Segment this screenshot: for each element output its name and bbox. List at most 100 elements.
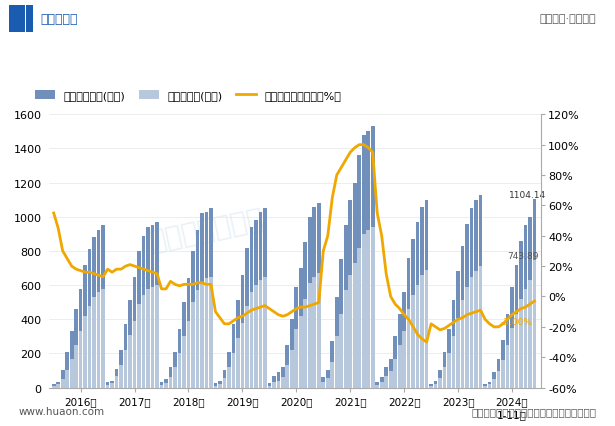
Bar [375,383,379,388]
Bar [416,222,419,388]
Bar [213,383,217,388]
Bar [263,277,267,388]
Bar [209,277,213,388]
Bar [178,354,181,388]
Bar [389,359,392,388]
Bar [227,367,231,388]
Bar [384,367,388,388]
Bar [26,6,33,33]
Bar [371,127,375,388]
Bar [205,279,208,388]
Bar [79,331,82,388]
Bar [299,316,303,388]
Bar [119,350,123,388]
Bar [353,263,357,388]
Bar [447,354,451,388]
Bar [232,325,236,388]
Bar [407,309,410,388]
Bar [322,383,325,388]
Bar [322,377,325,388]
Bar [362,135,365,388]
Bar [461,246,464,388]
Bar [129,301,132,388]
Bar [411,239,415,388]
Bar [470,277,474,388]
Bar [429,386,433,388]
Bar [303,243,307,388]
Bar [501,340,505,388]
Bar [497,359,501,388]
Bar [92,297,96,388]
Bar [191,302,195,388]
Bar [236,338,240,388]
Bar [57,384,60,388]
Bar [434,384,437,388]
Bar [317,273,320,388]
Bar [295,287,298,388]
Bar [200,282,204,388]
Bar [308,217,312,388]
Bar [425,200,429,388]
Bar [52,384,55,388]
Bar [250,227,253,388]
Bar [65,352,69,388]
Bar [169,377,172,388]
Bar [88,306,92,388]
Bar [443,352,446,388]
Bar [285,366,289,388]
Bar [483,384,487,388]
Bar [277,381,280,388]
Bar [474,272,478,388]
Bar [438,378,442,388]
Bar [164,379,168,388]
Bar [83,265,87,388]
Bar [92,238,96,388]
Bar [456,318,460,388]
Bar [146,227,150,388]
Bar [200,214,204,388]
Bar [452,337,456,388]
Text: 专业严谨·客观科学: 专业严谨·客观科学 [540,14,597,24]
Bar [312,207,316,388]
Bar [124,350,127,388]
Text: 数据来源：国家统计局，华经产业研究院整理: 数据来源：国家统计局，华经产业研究院整理 [472,406,597,416]
Bar [425,270,429,388]
Bar [101,226,105,388]
Bar [164,383,168,388]
Bar [186,321,190,388]
Bar [510,328,514,388]
Bar [357,156,361,388]
Bar [250,292,253,388]
Bar [434,381,437,388]
Bar [285,345,289,388]
Bar [533,199,536,388]
Bar [339,260,343,388]
Bar [465,287,469,388]
Bar [447,330,451,388]
Bar [236,301,240,388]
Bar [474,200,478,388]
Bar [258,280,262,388]
Text: 华经产业研究院: 华经产业研究院 [147,204,266,255]
Bar [160,383,164,388]
Bar [151,287,154,388]
Bar [254,221,258,388]
Bar [173,352,177,388]
Bar [380,377,384,388]
Bar [317,204,320,388]
Bar [349,275,352,388]
Bar [155,285,159,388]
Bar [303,299,307,388]
Bar [353,183,357,388]
Bar [137,251,141,388]
Bar [129,335,132,388]
Bar [191,251,195,388]
Bar [478,267,482,388]
Bar [402,331,406,388]
Bar [362,234,365,388]
Bar [367,132,370,388]
Bar [330,342,334,388]
Bar [186,279,190,388]
Text: 华经情报网: 华经情报网 [40,13,77,26]
Bar [101,289,105,388]
